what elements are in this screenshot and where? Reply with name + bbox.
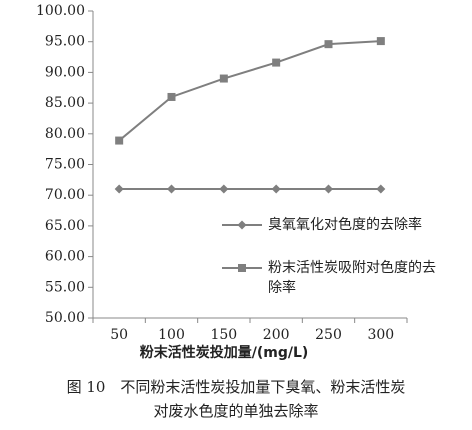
marker — [271, 184, 281, 194]
marker — [324, 40, 333, 49]
x-tick-label: 250 — [315, 327, 342, 343]
marker — [238, 264, 246, 272]
y-tick-label: 100.00 — [36, 3, 85, 19]
x-tick-label: 200 — [263, 327, 290, 343]
series-line — [118, 40, 381, 142]
x-tick-label: 50 — [110, 327, 128, 343]
y-tick-label: 80.00 — [45, 126, 85, 142]
y-tick-label: 85.00 — [45, 95, 85, 111]
marker — [272, 58, 281, 67]
marker — [219, 74, 228, 83]
marker — [167, 92, 176, 101]
caption: 图 10 不同粉末活性炭投加量下臭氧、粉末活性炭 — [67, 378, 406, 396]
caption: 对废水色度的单独去除率 — [153, 402, 318, 420]
marker — [237, 220, 247, 230]
y-tick-label: 70.00 — [45, 187, 85, 203]
x-tick-label: 300 — [367, 327, 394, 343]
marker — [376, 37, 385, 46]
marker — [376, 184, 386, 194]
marker — [167, 184, 176, 194]
x-tick-label: 150 — [210, 327, 237, 343]
marker — [324, 184, 333, 194]
marker — [115, 136, 124, 145]
y-tick-label: 95.00 — [45, 34, 85, 50]
marker — [114, 184, 124, 194]
y-tick-label: 55.00 — [45, 279, 85, 295]
y-tick-label: 60.00 — [45, 249, 85, 265]
legend-label: 臭氧氧化对色度的去除率 — [268, 217, 422, 233]
legend-label: 粉末活性炭吸附对色度的去除率 — [268, 260, 436, 296]
marker — [219, 184, 229, 194]
x-tick-label: 100 — [158, 327, 185, 343]
x-axis-title: 粉末活性炭投加量/(mg/L) — [140, 344, 309, 361]
y-tick-label: 65.00 — [45, 218, 85, 234]
y-tick-label: 90.00 — [45, 64, 85, 80]
y-tick-label: 50.00 — [45, 310, 85, 326]
y-tick-label: 75.00 — [45, 157, 85, 173]
